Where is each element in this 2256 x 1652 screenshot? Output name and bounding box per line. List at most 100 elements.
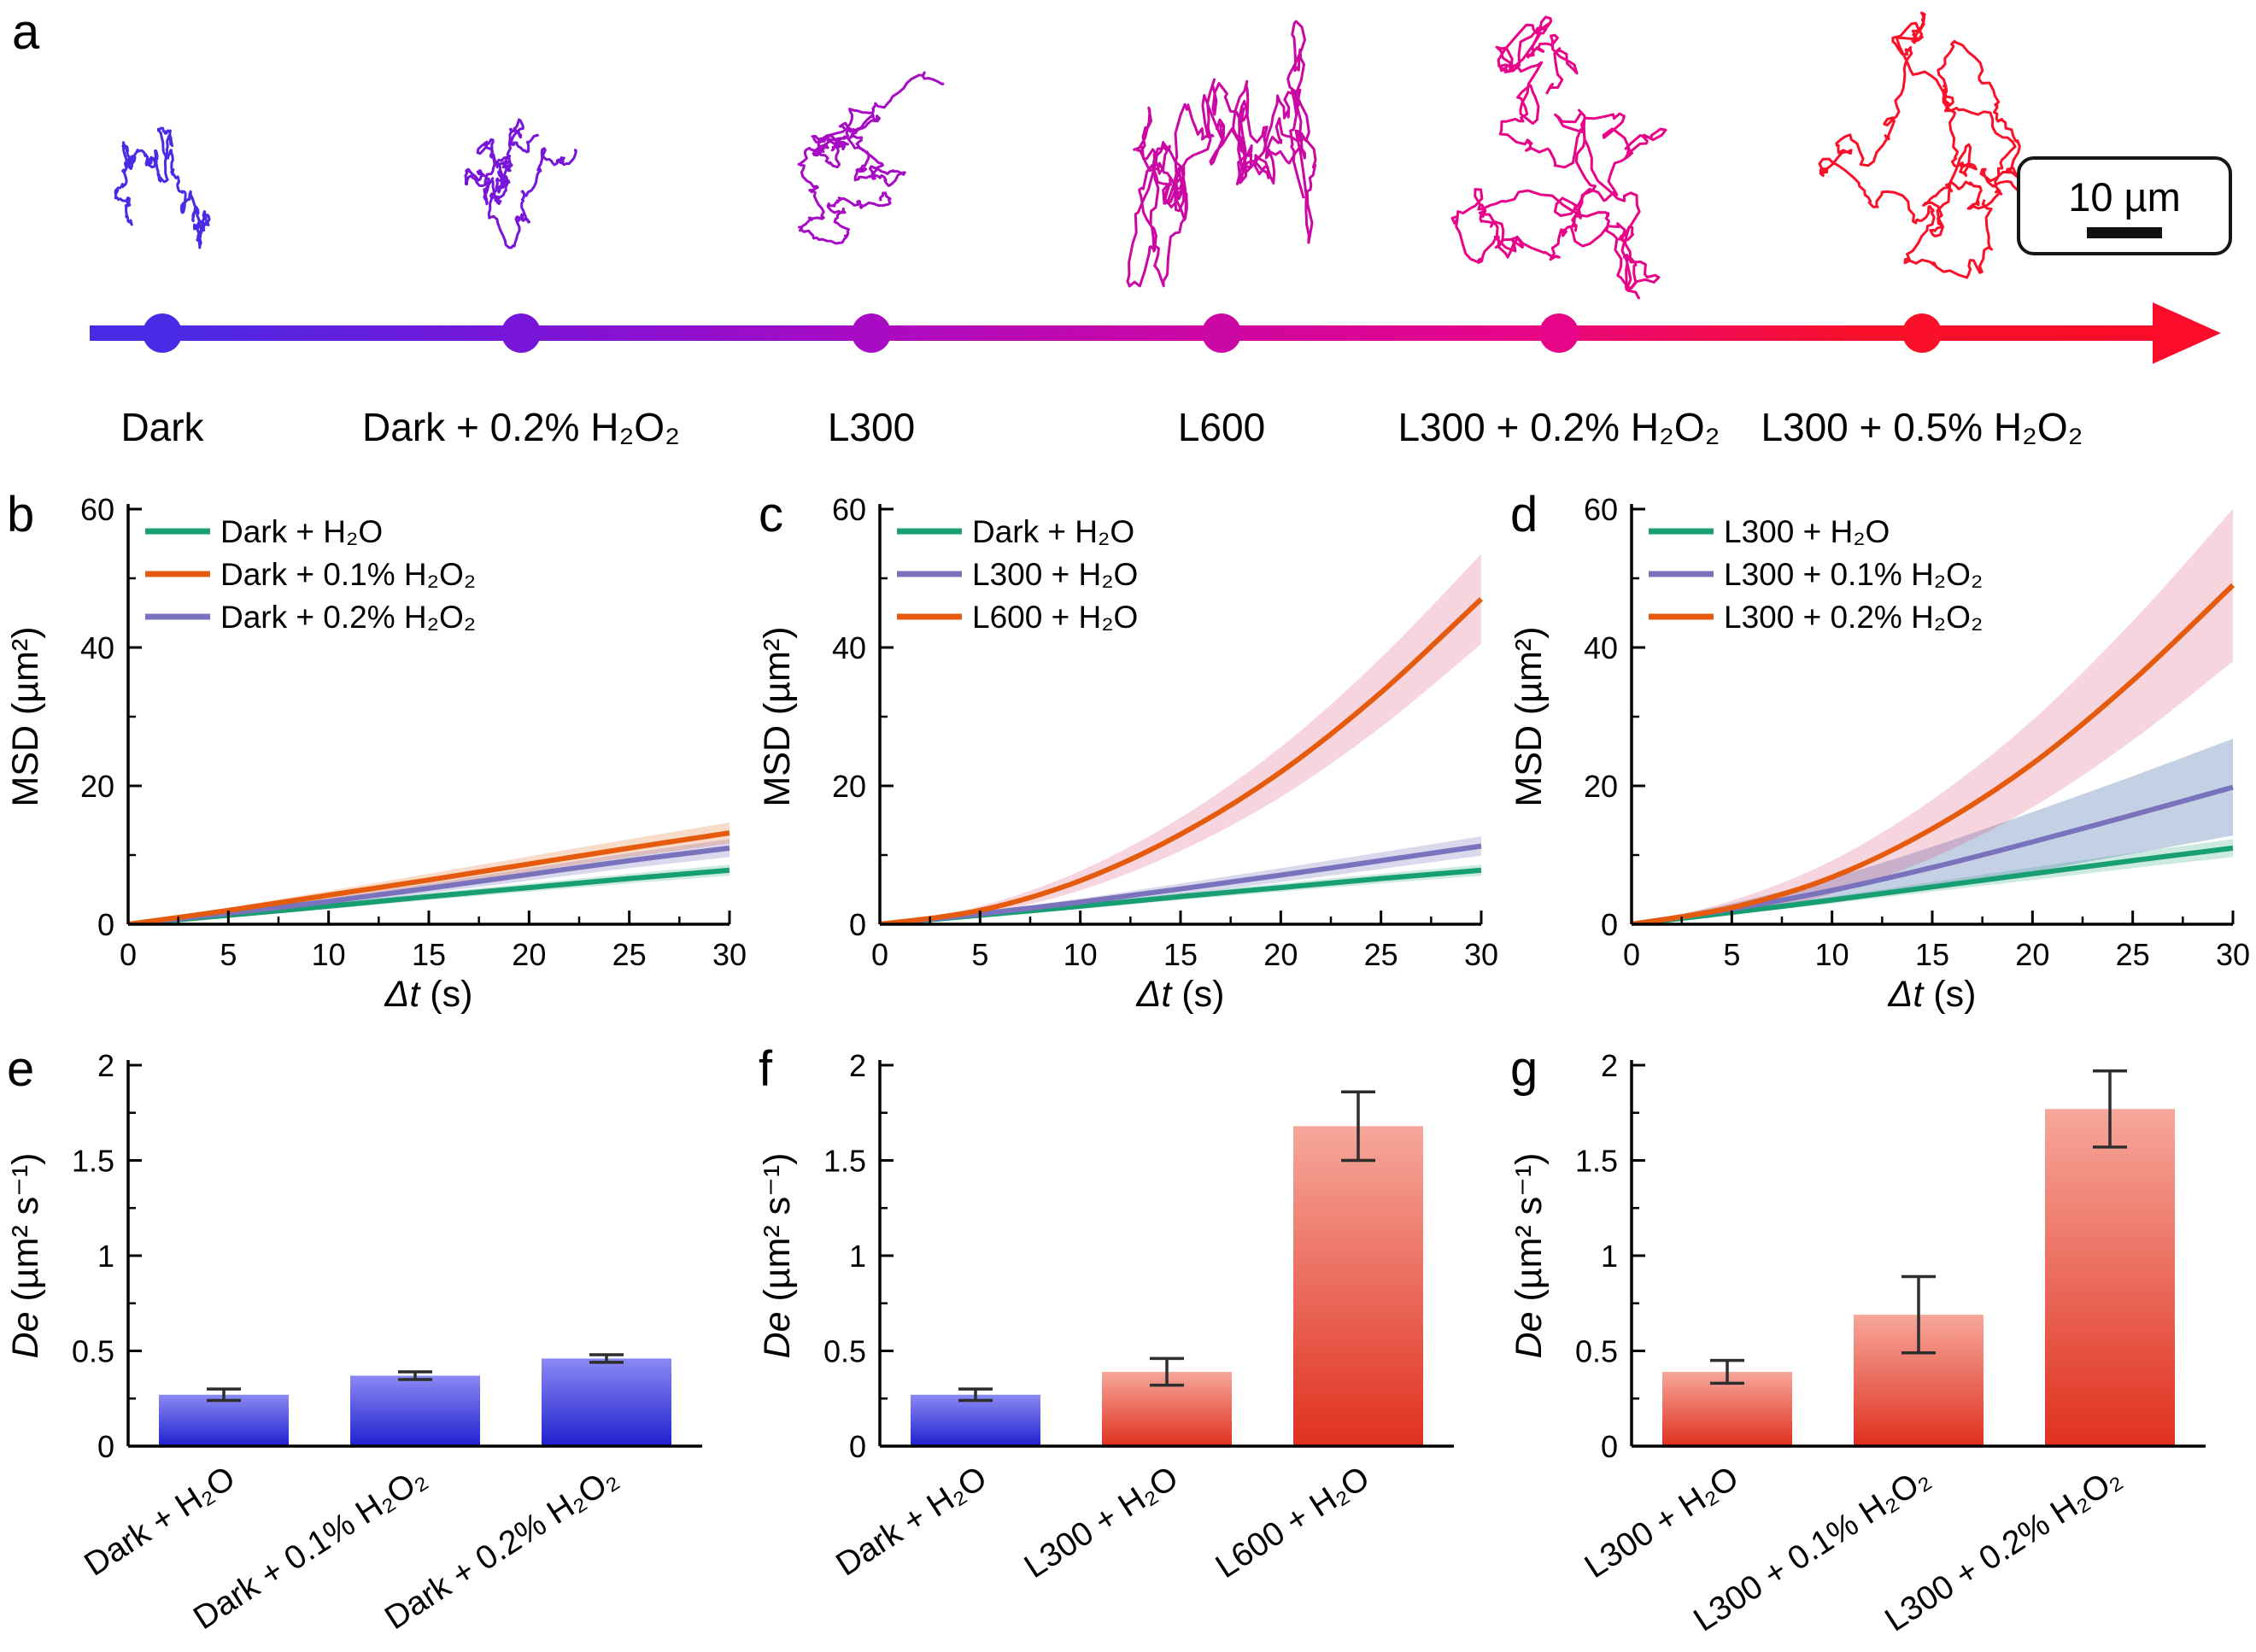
scale-bar-box: 10 µm [2017, 156, 2232, 255]
category-label: L300 + H₂O [1018, 1459, 1185, 1585]
timeline-dot [1202, 313, 1241, 353]
panel-label-b: b [7, 487, 34, 542]
legend-label: L300 + 0.1% H₂O₂ [1724, 557, 1983, 592]
bar-f-2 [1293, 1126, 1423, 1446]
series-band [128, 822, 730, 924]
series-line [880, 597, 1484, 924]
msd-charts-row: 0 5 10 15 20 25 30 0 20 40 60 Δt (s) MSD (µm²) b Dark … [0, 478, 2256, 1029]
x-tick-label: 25 [2116, 937, 2150, 972]
x-tick-label: 0 [1623, 937, 1640, 972]
y-tick-label: 60 [832, 492, 866, 527]
x-axis-label: Δt (s) [1888, 974, 1977, 1015]
y-tick-label: 0.5 [823, 1334, 866, 1369]
x-tick-label: 10 [1064, 937, 1098, 972]
de-chart-f: Dark + H₂O L300 + H₂O L600 + H₂O 0 0.5 1 1.5 2 D… [757, 1041, 1454, 1585]
y-tick-label: 1 [97, 1239, 114, 1274]
msd-chart-d: 0 5 10 15 20 25 30 0 20 40 60 Δt (s) MSD (µm²) d L300 … [1509, 487, 2250, 1015]
bar-e-2 [542, 1358, 671, 1446]
timeline-dot [1902, 313, 1942, 353]
particle-trajectory [114, 126, 211, 249]
y-tick-label: 20 [80, 769, 114, 804]
x-axis-label: Δt (s) [384, 974, 473, 1015]
timeline-dot [1539, 313, 1579, 353]
timeline-arrow-head [2153, 302, 2221, 364]
panel-label-c: c [759, 487, 783, 542]
x-tick-label: 30 [2216, 937, 2250, 972]
panel-label-d: d [1510, 487, 1538, 542]
y-tick-label: 2 [1601, 1048, 1618, 1083]
x-tick-label: 15 [1163, 937, 1198, 972]
x-tick-label: 25 [612, 937, 647, 972]
series-band [1632, 509, 2233, 924]
trajectory-timeline-svg: Dark Dark + 0.2% H₂O₂ L300 L600 L300 + 0.2% … [90, 11, 2221, 449]
y-tick-label: 1.5 [1575, 1144, 1618, 1179]
x-tick-label: 5 [971, 937, 988, 972]
x-tick-label: 0 [871, 937, 888, 972]
y-tick-label: 2 [97, 1048, 114, 1083]
y-tick-label: 60 [1584, 492, 1618, 527]
x-tick-label: 20 [1263, 937, 1298, 972]
x-tick-label: 30 [1464, 937, 1498, 972]
y-tick-label: 20 [1584, 769, 1618, 804]
panel-e-de-chart: Dark + H₂O Dark + 0.1% H₂O₂ Dark + 0.2% H₂… [0, 1029, 752, 1652]
bar-e-0 [159, 1394, 289, 1446]
condition-label: Dark + 0.2% H₂O₂ [362, 405, 680, 449]
y-tick-label: 1.5 [72, 1144, 114, 1179]
y-tick-label: 0 [849, 907, 866, 942]
y-tick-label: 0 [97, 1429, 114, 1464]
y-tick-label: 0.5 [72, 1334, 114, 1369]
panel-label-a: a [12, 4, 40, 60]
panel-a-trajectories: Dark Dark + 0.2% H₂O₂ L300 L600 L300 + 0.2% … [0, 0, 2256, 478]
scale-bar-label: 10 µm [2068, 174, 2181, 220]
category-label: Dark + H₂O [829, 1459, 993, 1583]
particle-trajectory [797, 71, 945, 245]
y-tick-label: 2 [849, 1048, 866, 1083]
x-tick-label: 20 [2015, 937, 2049, 972]
y-axis-label: MSD (µm²) [5, 626, 46, 806]
bar-f-0 [911, 1394, 1040, 1446]
condition-label: L300 [828, 405, 915, 449]
x-tick-label: 10 [1815, 937, 1849, 972]
condition-label: L300 + 0.2% H₂O₂ [1398, 405, 1720, 449]
condition-label: Dark [120, 405, 204, 449]
legend-label: Dark + H₂O [220, 514, 383, 549]
y-axis-label: De (µm² s⁻¹) [1509, 1153, 1550, 1359]
x-tick-label: 15 [1915, 937, 1949, 972]
series-line [1632, 583, 2235, 924]
x-tick-label: 5 [1723, 937, 1740, 972]
x-tick-label: 5 [220, 937, 237, 972]
particle-trajectory [1126, 20, 1317, 288]
panel-f-de-chart: Dark + H₂O L300 + H₂O L600 + H₂O 0 0.5 1 1.5 2 D… [752, 1029, 1503, 1652]
msd-chart-b: 0 5 10 15 20 25 30 0 20 40 60 Δt (s) MSD (µm²) b Dark … [5, 487, 747, 1015]
msd-chart-c: 0 5 10 15 20 25 30 0 20 40 60 Δt (s) MSD (µm²) c Dark … [757, 487, 1498, 1015]
particle-trajectory [464, 118, 578, 249]
legend-label: Dark + H₂O [972, 514, 1134, 549]
x-axis-label: Δt (s) [1136, 974, 1225, 1015]
y-tick-label: 0.5 [1575, 1334, 1618, 1369]
series-band [880, 554, 1481, 924]
x-tick-label: 0 [120, 937, 137, 972]
x-tick-label: 25 [1364, 937, 1398, 972]
y-tick-label: 0 [1601, 1429, 1618, 1464]
condition-label: L600 [1178, 405, 1265, 449]
y-axis-label: De (µm² s⁻¹) [5, 1153, 46, 1359]
y-tick-label: 40 [80, 630, 114, 665]
y-tick-label: 1 [1601, 1239, 1618, 1274]
legend-label: L300 + H₂O [972, 557, 1138, 592]
series-band [1632, 839, 2233, 924]
y-axis-label: MSD (µm²) [1509, 626, 1550, 806]
y-tick-label: 1.5 [823, 1144, 866, 1179]
timeline-dot [143, 313, 182, 353]
bar-e-1 [350, 1375, 480, 1446]
category-label: Dark + H₂O [78, 1459, 242, 1583]
y-tick-label: 60 [80, 492, 114, 527]
category-label: L600 + H₂O [1210, 1459, 1376, 1585]
legend-label: L600 + H₂O [972, 600, 1138, 635]
bar-g-2 [2045, 1109, 2175, 1446]
panel-c-msd-chart: 0 5 10 15 20 25 30 0 20 40 60 Δt (s) MSD (µm²) c Dark … [752, 478, 1503, 1029]
y-tick-label: 40 [1584, 630, 1618, 665]
diffusion-charts-row: Dark + H₂O Dark + 0.1% H₂O₂ Dark + 0.2% H₂… [0, 1029, 2256, 1652]
